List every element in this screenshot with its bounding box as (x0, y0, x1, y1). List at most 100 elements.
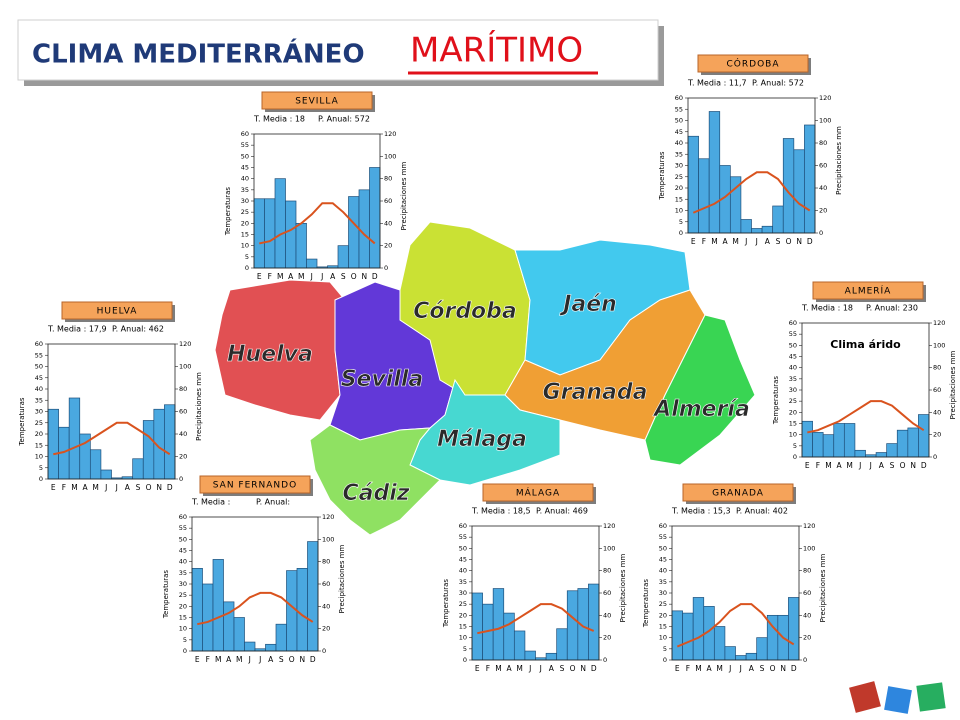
bar (223, 601, 235, 652)
bar (843, 423, 856, 458)
y2-tick-label: 80 (179, 385, 187, 393)
bar (812, 432, 824, 458)
bar (566, 590, 579, 661)
stat: T. Media : 18 (253, 115, 305, 124)
bar (100, 469, 112, 480)
y-tick-label: 30 (179, 580, 187, 588)
bar (164, 404, 176, 480)
y-tick-label: 55 (179, 524, 187, 532)
bar (756, 637, 768, 661)
x-tick-label: F (486, 664, 490, 673)
bar (244, 641, 256, 652)
header-box (61, 301, 173, 320)
temperature-line (197, 591, 314, 626)
y-tick-label: 40 (659, 567, 667, 575)
y2-axis-label: Precipitaciones mm (949, 350, 957, 419)
y-tick-label: 45 (659, 556, 667, 564)
x-tick-label: S (136, 483, 141, 492)
y-tick-label: 45 (241, 164, 249, 172)
x-tick-label: M (516, 664, 522, 673)
x-tick-label: J (310, 272, 313, 281)
bar (142, 420, 155, 480)
y-tick-label: 15 (789, 420, 797, 428)
y-tick-label: 35 (675, 150, 683, 158)
x-tick-label: N (580, 664, 586, 673)
y2-tick-label: 120 (322, 513, 334, 521)
x-tick-label: D (807, 237, 813, 246)
y2-tick-label: 20 (933, 431, 941, 439)
x-tick-label: D (372, 272, 378, 281)
chart-title: CÓRDOBA (727, 58, 780, 70)
y-tick-label: 45 (789, 353, 797, 361)
y2-tick-label: 100 (384, 152, 396, 160)
stat: P. Anual: 402 (736, 507, 788, 516)
y-tick-label: 30 (675, 162, 683, 170)
x-tick-label: A (722, 237, 728, 246)
y-tick-label: 45 (35, 374, 43, 382)
x-tick-label: J (755, 237, 758, 246)
x-tick-label: D (167, 483, 173, 492)
y2-tick-label: 0 (803, 656, 807, 664)
bar (275, 623, 287, 652)
y-tick-label: 15 (675, 195, 683, 203)
bar (804, 124, 816, 234)
x-tick-label: J (528, 664, 531, 673)
chart-title: HUELVA (97, 307, 138, 317)
map-label: Almería (652, 397, 750, 422)
y-tick-label: 50 (675, 117, 683, 125)
x-tick-label: E (805, 461, 810, 470)
x-tick-label: A (226, 655, 232, 664)
y-tick-label: 40 (35, 385, 43, 393)
stat: P. Anual: 462 (112, 325, 164, 334)
y-tick-label: 5 (793, 442, 797, 450)
y2-tick-label: 40 (322, 602, 330, 610)
x-tick-label: M (298, 272, 304, 281)
temperature-line (692, 171, 811, 214)
bar (687, 135, 699, 234)
x-tick-label: A (549, 664, 555, 673)
x-tick-label: A (765, 237, 771, 246)
y2-tick-label: 20 (322, 625, 330, 633)
y2-tick-label: 60 (384, 197, 392, 205)
x-tick-label: M (825, 461, 831, 470)
x-tick-label: J (539, 664, 542, 673)
x-tick-label: J (744, 237, 747, 246)
y-tick-label: 35 (241, 186, 249, 194)
y-tick-label: 0 (663, 656, 667, 664)
bar (671, 610, 683, 661)
y-tick-label: 20 (659, 611, 667, 619)
chart-title: SEVILLA (295, 97, 339, 107)
x-tick-label: O (570, 664, 576, 673)
y-tick-label: 25 (459, 600, 467, 608)
bar (761, 225, 774, 234)
x-tick-label: M (695, 664, 701, 673)
y-tick-label: 45 (675, 128, 683, 136)
bar (708, 111, 721, 234)
bar (233, 617, 245, 652)
x-tick-label: M (846, 461, 852, 470)
logo-block (849, 681, 881, 713)
y-tick-label: 55 (35, 351, 43, 359)
y-tick-label: 15 (241, 231, 249, 239)
x-tick-label: E (691, 237, 696, 246)
y-tick-label: 60 (179, 513, 187, 521)
temperature-line (477, 603, 595, 635)
x-tick-label: J (739, 664, 742, 673)
x-tick-label: S (776, 237, 781, 246)
x-tick-label: D (791, 664, 797, 673)
x-tick-label: A (82, 483, 88, 492)
annotation: Clima árido (830, 338, 901, 351)
y-axis-label: Temperaturas (224, 187, 232, 236)
bar (724, 646, 736, 661)
y2-tick-label: 0 (179, 475, 183, 483)
x-tick-label: O (351, 272, 357, 281)
x-tick-label: E (675, 664, 680, 673)
y-axis-label: Temperaturas (642, 579, 650, 628)
x-tick-label: A (506, 664, 512, 673)
y-tick-label: 5 (679, 218, 683, 226)
y2-tick-label: 40 (384, 219, 392, 227)
y-tick-label: 55 (675, 105, 683, 113)
bar (471, 592, 483, 661)
y2-tick-label: 20 (179, 453, 187, 461)
bar (513, 630, 526, 661)
